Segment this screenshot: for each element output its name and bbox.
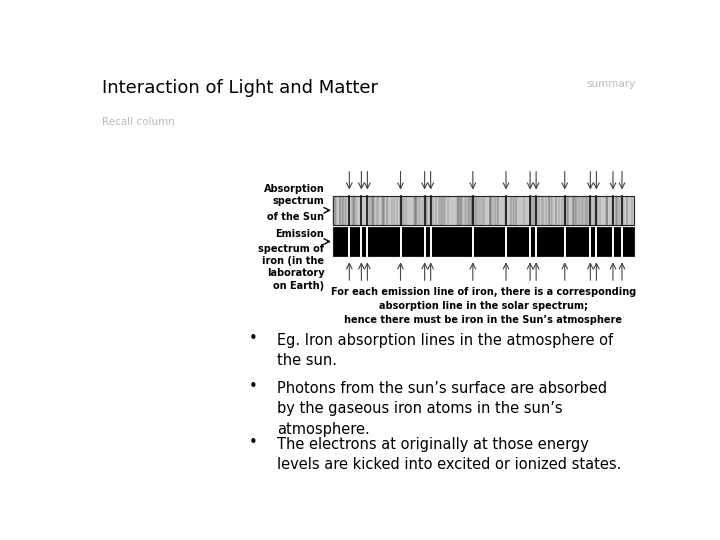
Text: Absorption
spectrum: Absorption spectrum bbox=[264, 184, 324, 206]
Text: •: • bbox=[248, 331, 258, 346]
Text: The electrons at originally at those energy
levels are kicked into excited or io: The electrons at originally at those ene… bbox=[277, 437, 621, 472]
Text: Emission: Emission bbox=[276, 230, 324, 239]
Text: •: • bbox=[248, 379, 258, 394]
Text: Recall column: Recall column bbox=[102, 117, 175, 127]
Text: Eg. Iron absorption lines in the atmosphere of
the sun.: Eg. Iron absorption lines in the atmosph… bbox=[277, 333, 613, 368]
Text: of the Sun: of the Sun bbox=[267, 212, 324, 222]
Text: summary: summary bbox=[587, 79, 636, 89]
Text: spectrum of
iron (in the
laboratory
on Earth): spectrum of iron (in the laboratory on E… bbox=[258, 244, 324, 291]
Bar bbox=[333, 196, 634, 225]
Text: Interaction of Light and Matter: Interaction of Light and Matter bbox=[102, 79, 378, 97]
Text: •: • bbox=[248, 435, 258, 450]
Text: For each emission line of iron, there is a corresponding
absorption line in the : For each emission line of iron, there is… bbox=[330, 287, 636, 325]
Bar bbox=[333, 227, 634, 256]
Text: Photons from the sun’s surface are absorbed
by the gaseous iron atoms in the sun: Photons from the sun’s surface are absor… bbox=[277, 381, 607, 437]
